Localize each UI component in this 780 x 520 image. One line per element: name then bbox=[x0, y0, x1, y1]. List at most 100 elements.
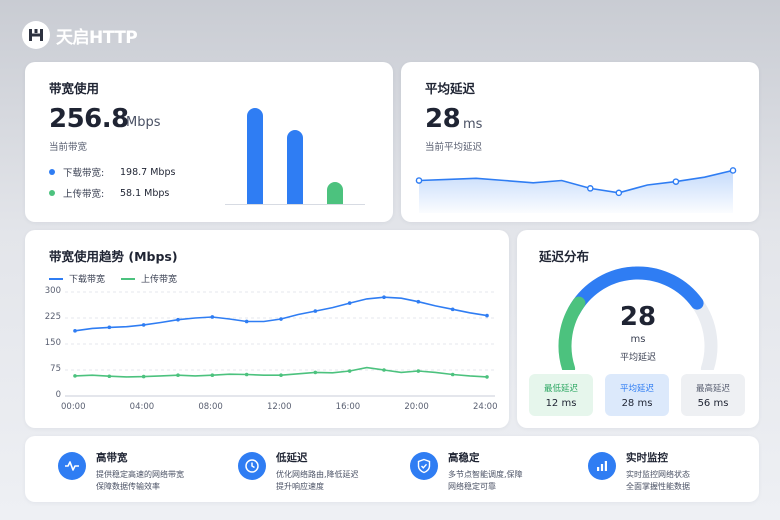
brand-name: 天启HTTP bbox=[56, 27, 138, 48]
trend-point bbox=[279, 373, 283, 377]
feature-title: 高带宽 bbox=[96, 452, 128, 464]
latency-point bbox=[586, 185, 594, 192]
avg-latency-box: 平均延迟 28 ms bbox=[605, 374, 669, 416]
latency-unit: ms bbox=[463, 117, 483, 132]
feature-desc-line2: 全面掌握性能数据 bbox=[626, 482, 690, 491]
bar-baseline bbox=[225, 204, 365, 205]
trend-legend-download-line bbox=[49, 277, 63, 280]
trend-point bbox=[176, 317, 180, 322]
latency-point bbox=[615, 189, 623, 197]
trend-point bbox=[450, 372, 455, 377]
trend-point bbox=[210, 373, 215, 377]
feature-desc-line2: 网络稳定可靠 bbox=[448, 482, 496, 491]
trend-card: 带宽使用趋势 (Mbps) 下载带宽 上传带宽 0 75 150 225 300 00:0… bbox=[25, 230, 509, 428]
avg-latency-label: 平均延迟 bbox=[619, 383, 654, 394]
latency-point bbox=[729, 167, 737, 174]
trend-point bbox=[141, 323, 146, 327]
min-latency-label: 最低延迟 bbox=[543, 383, 578, 394]
feature-desc-line1: 优化网络路由,降低延迟 bbox=[276, 470, 359, 479]
trend-point bbox=[485, 313, 489, 318]
brand-logo-icon bbox=[22, 21, 50, 49]
bandwidth-card: 带宽使用 256.8 Mbps 当前带宽 下载带宽: 198.7 Mbps 上传… bbox=[25, 62, 393, 222]
min-latency-box: 最低延迟 12 ms bbox=[529, 374, 593, 416]
latency-value: 28 bbox=[425, 104, 461, 134]
trend-x-tick: 24:00 bbox=[473, 402, 498, 412]
upload-value: 58.1 Mbps bbox=[120, 187, 170, 199]
trend-x-tick: 00:00 bbox=[61, 402, 86, 412]
bandwidth-unit: Mbps bbox=[126, 115, 161, 130]
bandwidth-bar-chart bbox=[225, 102, 375, 205]
upload-dot bbox=[49, 190, 55, 196]
gauge-min-segment bbox=[558, 296, 586, 370]
trend-x-tick: 08:00 bbox=[198, 402, 223, 412]
feature-desc-line1: 实时监控网络状态 bbox=[626, 470, 690, 479]
bandwidth-bar bbox=[327, 182, 343, 204]
trend-point bbox=[313, 309, 318, 313]
features-card bbox=[25, 436, 759, 502]
distribution-title: 延迟分布 bbox=[539, 249, 590, 264]
download-legend: 下载带宽: 198.7 Mbps bbox=[49, 165, 219, 179]
gauge-value: 28 bbox=[619, 302, 657, 332]
latency-line bbox=[418, 169, 734, 194]
trend-line-chart bbox=[65, 291, 495, 397]
latency-card: 平均延迟 28 ms 当前平均延迟 bbox=[401, 62, 759, 222]
shield-check-icon bbox=[410, 452, 438, 480]
max-latency-box: 最高延迟 56 ms bbox=[681, 374, 745, 416]
download-value: 198.7 Mbps bbox=[120, 166, 176, 178]
trend-point bbox=[176, 373, 180, 377]
trend-x-tick: 16:00 bbox=[335, 402, 361, 412]
avg-latency-value: 28 ms bbox=[621, 397, 653, 409]
feature-realtime-monitoring: 实时监控 实时监控网络状态 全面掌握性能数据 bbox=[588, 450, 690, 493]
latency-area-chart bbox=[415, 167, 737, 213]
trend-point bbox=[485, 375, 489, 379]
clock-icon bbox=[238, 452, 266, 480]
bandwidth-value: 256.8 bbox=[49, 104, 129, 134]
latency-point bbox=[415, 177, 423, 184]
latency-gauge bbox=[558, 266, 718, 370]
bandwidth-bar bbox=[247, 108, 263, 204]
max-latency-label: 最高延迟 bbox=[695, 383, 730, 394]
feature-high-bandwidth: 高带宽 提供稳定高速的网络带宽 保障数据传输效率 bbox=[58, 450, 184, 493]
latency-subtitle: 当前平均延迟 bbox=[425, 142, 483, 153]
trend-point bbox=[73, 329, 77, 333]
max-latency-value: 56 ms bbox=[697, 397, 729, 409]
latency-title: 平均延迟 bbox=[425, 81, 476, 96]
feature-low-latency: 低延迟 优化网络路由,降低延迟 提升响应速度 bbox=[238, 450, 359, 493]
trend-point bbox=[244, 319, 249, 324]
trend-legend-upload: 上传带宽 bbox=[121, 272, 177, 285]
gauge-unit: ms bbox=[630, 334, 646, 345]
feature-desc-line1: 多节点智能调度,保障 bbox=[448, 470, 523, 479]
trend-legend-download: 下载带宽 bbox=[49, 272, 105, 285]
trend-point bbox=[347, 369, 352, 373]
trend-y-tick: 150 bbox=[44, 338, 61, 348]
trend-point bbox=[416, 299, 421, 304]
feature-desc-line2: 保障数据传输效率 bbox=[96, 482, 160, 491]
trend-legend-upload-label: 上传带宽 bbox=[141, 275, 178, 285]
trend-series-line bbox=[74, 296, 488, 332]
trend-point bbox=[107, 325, 112, 330]
trend-point bbox=[210, 315, 215, 319]
trend-point bbox=[382, 368, 386, 372]
trend-y-tick: 300 bbox=[44, 286, 61, 296]
trend-point bbox=[279, 317, 283, 321]
feature-title: 低延迟 bbox=[276, 452, 308, 464]
trend-point bbox=[382, 295, 386, 299]
download-dot bbox=[49, 169, 55, 175]
trend-point bbox=[107, 374, 112, 379]
trend-point bbox=[141, 374, 146, 379]
feature-title: 实时监控 bbox=[626, 452, 668, 464]
gauge-avg-segment bbox=[567, 266, 704, 318]
trend-legend-download-label: 下载带宽 bbox=[69, 275, 106, 285]
trend-point bbox=[416, 369, 421, 373]
trend-point bbox=[73, 374, 77, 378]
min-latency-value: 12 ms bbox=[545, 397, 577, 409]
pulse-icon bbox=[58, 452, 86, 480]
trend-x-tick: 12:00 bbox=[267, 402, 292, 412]
trend-y-tick: 0 bbox=[55, 390, 61, 400]
trend-y-tick: 225 bbox=[44, 312, 61, 322]
feature-desc-line1: 提供稳定高速的网络带宽 bbox=[96, 470, 184, 479]
upload-legend: 上传带宽: 58.1 Mbps bbox=[49, 186, 219, 200]
trend-y-tick: 75 bbox=[50, 364, 61, 374]
trend-point bbox=[450, 307, 455, 312]
latency-area-fill bbox=[419, 170, 733, 213]
